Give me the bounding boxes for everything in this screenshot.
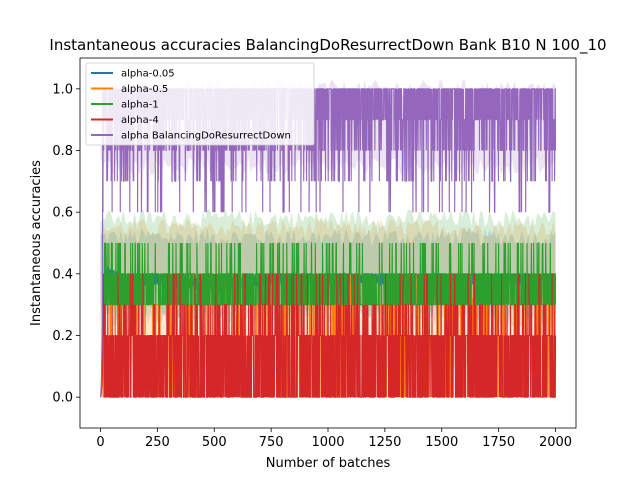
y-tick-label: 0.6 [52, 206, 73, 221]
y-axis-ticks: 0.0 0.2 0.4 0.6 0.8 1.0 [52, 82, 80, 406]
y-tick-label: 1.0 [52, 82, 73, 97]
y-tick-label: 0.8 [52, 144, 73, 159]
legend-box [85, 62, 315, 146]
legend-entry: alpha BalancingDoResurrectDown [121, 131, 291, 142]
legend: alpha-0.05 alpha-0.5 alpha-1 alpha-4 alpha B… [85, 62, 315, 146]
legend-entry: alpha-1 [121, 100, 159, 111]
x-axis-label: Number of batches [266, 456, 391, 471]
series-lines [99, 88, 557, 398]
legend-entry: alpha-0.5 [121, 84, 168, 95]
y-tick-label: 0.4 [52, 267, 73, 282]
y-tick-label: 0.2 [52, 329, 73, 344]
legend-entry: alpha-0.05 [121, 69, 175, 80]
y-tick-label: 0.0 [52, 391, 73, 406]
x-tick-label: 750 [259, 435, 284, 450]
legend-entry: alpha-4 [121, 115, 159, 126]
x-tick-label: 1500 [425, 435, 458, 450]
x-tick-label: 1000 [311, 435, 344, 450]
x-tick-label: 500 [202, 435, 227, 450]
x-tick-label: 0 [96, 435, 104, 450]
x-tick-label: 1250 [368, 435, 401, 450]
chart-title: Instantaneous accuracies BalancingDoResu… [49, 36, 606, 55]
y-axis-label: Instantaneous accuracies [29, 160, 44, 326]
x-tick-label: 2000 [539, 435, 572, 450]
series-line-alpha-4 [100, 273, 557, 398]
x-tick-label: 250 [145, 435, 170, 450]
x-axis-ticks: 0 250 500 750 1000 1250 1500 1750 2000 [96, 428, 572, 450]
x-tick-label: 1750 [482, 435, 515, 450]
